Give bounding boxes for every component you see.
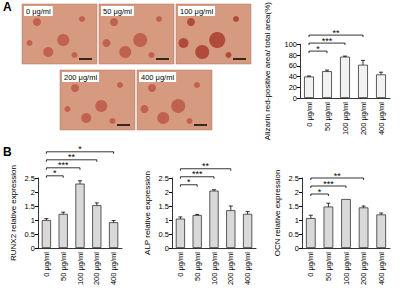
svg-text:RUNX2 relative expression: RUNX2 relative expression xyxy=(9,165,18,261)
svg-text:60: 60 xyxy=(289,61,297,70)
svg-text:**: ** xyxy=(68,152,76,162)
svg-text:**: ** xyxy=(334,171,342,181)
svg-text:50 μg/ml: 50 μg/ml xyxy=(323,102,332,131)
svg-text:*: * xyxy=(53,168,57,178)
svg-text:100 μg/ml: 100 μg/ml xyxy=(342,252,351,285)
svg-text:100 μg/ml: 100 μg/ml xyxy=(210,252,219,285)
svg-text:20: 20 xyxy=(289,83,297,92)
svg-text:200 μg/ml: 200 μg/ml xyxy=(359,102,368,135)
svg-text:*: * xyxy=(187,177,191,187)
svg-text:0.5: 0.5 xyxy=(159,230,169,239)
svg-text:2: 2 xyxy=(165,188,169,197)
svg-text:0 μg/ml: 0 μg/ml xyxy=(305,102,314,127)
svg-text:50 μg/ml: 50 μg/ml xyxy=(59,252,68,281)
svg-text:B: B xyxy=(3,145,12,159)
svg-text:OCN relative expression: OCN relative expression xyxy=(273,170,282,257)
svg-text:A: A xyxy=(3,0,12,14)
svg-text:***: *** xyxy=(323,179,334,189)
svg-text:0: 0 xyxy=(31,244,35,253)
svg-text:Alizarin red-positive area/ to: Alizarin red-positive area/ total area(%… xyxy=(263,2,272,141)
svg-text:50 μg/ml: 50 μg/ml xyxy=(324,252,333,281)
svg-text:200 μg/ml: 200 μg/ml xyxy=(92,252,101,285)
svg-text:1: 1 xyxy=(295,216,299,225)
svg-text:0 μg/ml: 0 μg/ml xyxy=(306,252,315,277)
svg-text:400 μg/ml: 400 μg/ml xyxy=(141,73,174,82)
svg-text:0.5: 0.5 xyxy=(289,230,299,239)
svg-text:*: * xyxy=(318,187,322,197)
svg-text:50 μg/ml: 50 μg/ml xyxy=(193,252,202,281)
svg-text:1: 1 xyxy=(31,216,35,225)
svg-text:200 μg/ml: 200 μg/ml xyxy=(64,73,97,82)
svg-text:100 μg/ml: 100 μg/ml xyxy=(341,102,350,135)
svg-text:2.5: 2.5 xyxy=(159,174,169,183)
svg-text:400 μg/ml: 400 μg/ml xyxy=(243,252,252,285)
svg-text:0 μg/ml: 0 μg/ml xyxy=(42,252,51,277)
svg-text:0.5: 0.5 xyxy=(25,230,35,239)
svg-text:100 μg/ml: 100 μg/ml xyxy=(76,252,85,285)
svg-text:50 μg/ml: 50 μg/ml xyxy=(103,7,132,16)
svg-text:1.5: 1.5 xyxy=(159,202,169,211)
svg-text:2.5: 2.5 xyxy=(25,174,35,183)
svg-text:1.5: 1.5 xyxy=(289,202,299,211)
svg-text:*: * xyxy=(78,144,82,154)
svg-text:2.5: 2.5 xyxy=(289,174,299,183)
svg-text:400 μg/ml: 400 μg/ml xyxy=(377,252,386,285)
svg-text:***: *** xyxy=(322,36,333,46)
svg-text:40: 40 xyxy=(289,72,297,81)
svg-text:0 μg/ml: 0 μg/ml xyxy=(26,7,51,16)
svg-text:1.5: 1.5 xyxy=(25,202,35,211)
svg-text:0 μg/ml: 0 μg/ml xyxy=(176,252,185,277)
svg-text:80: 80 xyxy=(289,51,297,60)
svg-text:**: ** xyxy=(202,161,210,171)
svg-text:*: * xyxy=(316,44,320,54)
svg-text:**: ** xyxy=(332,28,340,38)
svg-text:0: 0 xyxy=(293,94,297,103)
svg-text:0: 0 xyxy=(165,244,169,253)
svg-text:400 μg/ml: 400 μg/ml xyxy=(377,102,386,135)
svg-text:200 μg/ml: 200 μg/ml xyxy=(359,252,368,285)
svg-text:2: 2 xyxy=(295,188,299,197)
svg-text:200 μg/ml: 200 μg/ml xyxy=(226,252,235,285)
svg-text:400 μg/ml: 400 μg/ml xyxy=(109,252,118,285)
svg-text:100 μg/ml: 100 μg/ml xyxy=(180,7,213,16)
svg-text:100: 100 xyxy=(284,40,297,49)
svg-text:1: 1 xyxy=(165,216,169,225)
svg-text:ALP relative expression: ALP relative expression xyxy=(143,171,152,255)
svg-text:0: 0 xyxy=(295,244,299,253)
svg-text:2: 2 xyxy=(31,188,35,197)
